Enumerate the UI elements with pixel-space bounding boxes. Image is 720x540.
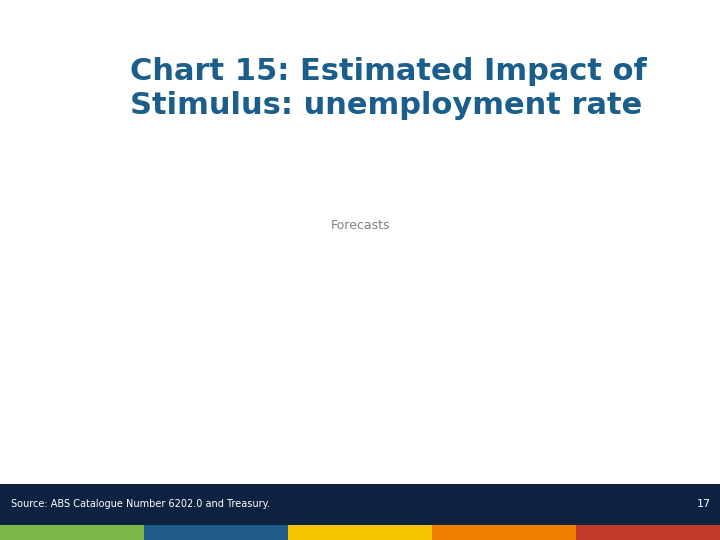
Text: Chart 15: Estimated Impact of
Stimulus: unemployment rate: Chart 15: Estimated Impact of Stimulus: … (130, 57, 647, 120)
Bar (288, 525, 432, 540)
Bar (432, 525, 576, 540)
Text: Forecasts: Forecasts (330, 219, 390, 232)
Bar (0, 484, 720, 525)
Bar (576, 525, 720, 540)
Text: Source: ABS Catalogue Number 6202.0 and Treasury.: Source: ABS Catalogue Number 6202.0 and … (11, 500, 270, 509)
Bar (144, 525, 288, 540)
Bar (0, 525, 144, 540)
Text: 17: 17 (697, 500, 711, 509)
